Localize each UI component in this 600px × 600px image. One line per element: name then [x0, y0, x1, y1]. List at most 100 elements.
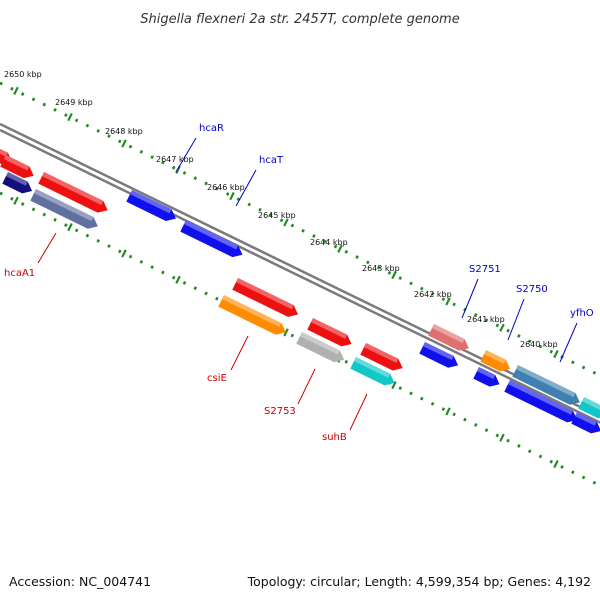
features	[0, 144, 600, 434]
ruler-label: 2640 kbp	[520, 340, 558, 349]
navy-feature	[2, 172, 33, 194]
forward-red-feature-3-shine	[364, 343, 399, 363]
genome-summary-text: Topology: circular; Length: 4,599,354 bp…	[247, 574, 591, 589]
hcaA1-feature-shine	[42, 172, 104, 206]
inner-major-tick	[391, 380, 397, 390]
hcaT-feature	[180, 220, 243, 258]
ruler-label: 2642 kbp	[414, 290, 452, 299]
csiE-feature-body	[218, 295, 286, 335]
S2750-feature-body	[480, 350, 511, 372]
ruler-label: 2650 kbp	[4, 70, 42, 79]
small-blue-feature	[473, 367, 500, 387]
suhB-leader-line	[349, 393, 368, 431]
ruler-label: 2644 kbp	[310, 238, 348, 247]
forward-red-feature-1-body	[232, 278, 299, 317]
hcaR-feature	[126, 190, 176, 221]
hcaA1-feature-body	[38, 172, 108, 213]
inner-major-tick	[67, 223, 73, 232]
S2751-feature	[428, 324, 469, 351]
outer-major-tick	[553, 349, 559, 359]
forward-red-feature-2	[307, 318, 352, 347]
outer-major-tick	[391, 270, 397, 280]
hcaA1-label: hcaA1	[4, 268, 35, 279]
S2753-feature-body	[296, 332, 345, 363]
S2750-feature	[480, 350, 511, 372]
hcaA1-feature	[38, 172, 108, 213]
red-feature-left-2-shine	[4, 155, 30, 171]
outer-major-tick	[499, 323, 505, 332]
yfhO-feature-shine	[516, 365, 576, 398]
csiE-label: csiE	[207, 373, 227, 384]
blue-feature-long-shine	[508, 380, 573, 415]
S2750-label: S2750	[516, 284, 548, 295]
red-feature-left-2	[0, 155, 34, 179]
ruler-label: 2641 kbp	[467, 315, 505, 324]
inner-major-tick	[499, 433, 505, 442]
S2751-leader-line	[461, 278, 479, 319]
outer-major-tick	[13, 86, 19, 95]
small-blue-feature-shine	[477, 367, 496, 380]
outer-major-tick	[445, 297, 451, 306]
hcaR-feature-body	[126, 190, 176, 221]
suhB-feature	[350, 357, 395, 386]
S2751-blue-feature-shine	[423, 342, 454, 361]
ruler-label: 2647 kbp	[156, 155, 194, 164]
yfhO-leader-line	[559, 322, 578, 363]
blue-feature-long	[504, 380, 578, 423]
csiE-feature-shine	[222, 295, 282, 328]
outer-major-tick	[67, 113, 73, 122]
forward-red-feature-2-shine	[311, 318, 348, 339]
S2751-blue-feature-body	[419, 342, 459, 368]
ruler-label: 2649 kbp	[55, 98, 93, 107]
S2753-leader-line	[297, 368, 316, 405]
S2751-label: S2751	[469, 264, 501, 275]
yfhO-feature	[512, 365, 580, 405]
csiE-leader-line	[230, 335, 249, 371]
small-blue-feature-body	[473, 367, 500, 387]
slate-feature-shine	[34, 189, 94, 222]
outer-major-tick	[121, 139, 127, 148]
yfhO-feature-body	[512, 365, 580, 405]
S2750-leader-line	[507, 298, 525, 341]
forward-red-feature-1-shine	[236, 278, 294, 310]
ruler-label: 2643 kbp	[362, 264, 400, 273]
ruler-label: 2646 kbp	[207, 183, 245, 192]
blue-feature-long-body	[504, 380, 578, 423]
navy-feature-body	[2, 172, 33, 194]
inner-major-tick	[445, 407, 451, 416]
S2753-feature	[296, 332, 345, 363]
suhB-feature-shine	[354, 357, 391, 378]
forward-red-feature-3-body	[360, 343, 403, 371]
accession-text: Accession: NC_004741	[9, 574, 151, 589]
inner-major-tick	[175, 275, 181, 284]
navy-feature-shine	[6, 172, 28, 186]
hcaR-feature-shine	[130, 190, 172, 214]
backbone-line-lower	[0, 128, 600, 424]
yfhO-label: yfhO	[570, 308, 594, 319]
outer-major-tick	[283, 218, 289, 227]
S2751-feature-body	[428, 324, 469, 351]
suhB-feature-body	[350, 357, 395, 386]
tick-tracks	[0, 81, 600, 488]
map-title: Shigella flexneri 2a str. 2457T, complet…	[140, 12, 459, 27]
hcaA1-leader-line	[37, 232, 57, 264]
red-feature-left-2-body	[0, 155, 34, 179]
cyan-feature-edge-body	[578, 397, 600, 419]
slate-feature-body	[30, 189, 98, 229]
outer-major-tick	[229, 192, 235, 201]
gene-labels: hcaR hcaT S2751 S2750 yfhO hcaA1 csiE S2753 suhB	[4, 123, 594, 443]
hcaT-feature-shine	[184, 220, 239, 250]
S2750-feature-shine	[484, 350, 506, 364]
cyan-feature-edge	[578, 397, 600, 419]
slate-feature	[30, 189, 98, 229]
ruler-label: 2648 kbp	[105, 127, 143, 136]
outer-major-tick	[337, 244, 343, 253]
csiE-feature	[218, 295, 286, 335]
ruler-label: 2645 kbp	[258, 211, 296, 220]
blue-feature-edge	[571, 412, 600, 434]
hcaR-label: hcaR	[199, 123, 224, 134]
inner-major-tick	[553, 459, 559, 469]
forward-red-feature-2-body	[307, 318, 352, 347]
forward-red-feature-1	[232, 278, 299, 317]
